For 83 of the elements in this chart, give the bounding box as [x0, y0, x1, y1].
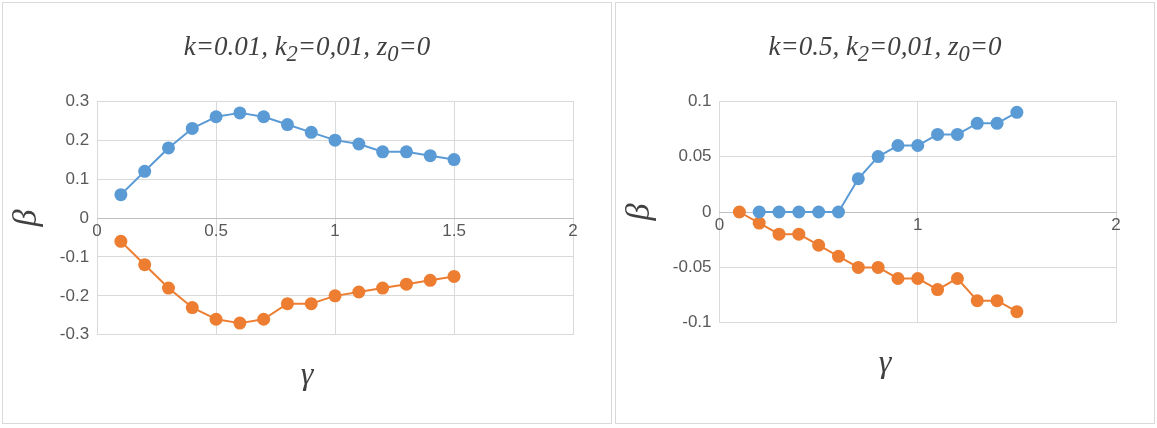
- point: [851, 260, 865, 274]
- point: [209, 312, 223, 326]
- point: [185, 301, 199, 315]
- point: [950, 271, 964, 285]
- point: [772, 205, 786, 219]
- point: [812, 205, 826, 219]
- point: [376, 145, 390, 159]
- point: [891, 271, 905, 285]
- point: [138, 258, 152, 272]
- point: [871, 260, 885, 274]
- point: [423, 273, 437, 287]
- y-tick-label: -0.2: [59, 285, 90, 305]
- y-tick-label: 0.1: [687, 90, 712, 110]
- point: [209, 110, 223, 124]
- point: [851, 172, 865, 186]
- x-tick-label: 1: [330, 220, 340, 240]
- point: [328, 289, 342, 303]
- y-tick-label: -0.05: [672, 257, 712, 277]
- y-tick-label: -0.3: [59, 324, 90, 344]
- point: [990, 294, 1004, 308]
- point: [257, 110, 271, 124]
- point: [970, 116, 984, 130]
- chart-title: k=0.5, k$_{2}$=0,01, z$_{0}$=0: [767, 31, 1003, 68]
- point: [831, 205, 845, 219]
- point: [114, 234, 128, 248]
- point: [304, 125, 318, 139]
- point: [792, 227, 806, 241]
- point: [114, 188, 128, 202]
- y-tick-label: 0.1: [65, 168, 90, 188]
- point: [161, 281, 175, 295]
- y-axis-title: β: [619, 203, 657, 222]
- point: [233, 106, 247, 120]
- point: [911, 271, 925, 285]
- point: [352, 137, 366, 151]
- point: [931, 127, 945, 141]
- point: [950, 127, 964, 141]
- point: [792, 205, 806, 219]
- point: [871, 150, 885, 164]
- x-axis-title: γ: [299, 355, 315, 392]
- chart-title: k=0.01, k$_{2}$=0,01, z$_{0}$=0: [182, 31, 432, 68]
- point: [1010, 105, 1024, 119]
- point: [447, 153, 461, 167]
- point: [280, 118, 294, 132]
- point: [399, 145, 413, 159]
- x-tick-label: 2: [1111, 214, 1121, 234]
- x-tick-label: 0: [714, 214, 725, 234]
- point: [233, 316, 247, 330]
- point: [423, 149, 437, 163]
- y-axis-title: β: [6, 209, 44, 228]
- point: [185, 121, 199, 135]
- x-tick-label: 2: [568, 220, 578, 240]
- y-tick-label: 0.2: [65, 129, 90, 149]
- point: [931, 283, 945, 297]
- point: [161, 141, 175, 155]
- point: [352, 285, 366, 299]
- point: [1010, 305, 1024, 319]
- point: [447, 269, 461, 283]
- point: [257, 312, 271, 326]
- y-tick-label: -0.1: [682, 312, 712, 332]
- point: [831, 249, 845, 263]
- point: [280, 297, 294, 311]
- point: [911, 139, 925, 153]
- point: [812, 238, 826, 252]
- point: [732, 205, 746, 219]
- point: [970, 294, 984, 308]
- point: [752, 216, 766, 230]
- point: [772, 227, 786, 241]
- point: [891, 139, 905, 153]
- y-tick-label: 0.3: [65, 90, 90, 110]
- x-tick-label: 1.5: [442, 220, 466, 240]
- y-tick-label: 0: [702, 201, 712, 221]
- y-tick-label: -0.1: [59, 246, 90, 266]
- point: [752, 205, 766, 219]
- point: [399, 277, 413, 291]
- point: [328, 133, 342, 147]
- point: [376, 281, 390, 295]
- point: [990, 116, 1004, 130]
- x-tick-label: 1: [913, 214, 923, 234]
- y-tick-label: 0.05: [678, 146, 712, 166]
- point: [138, 164, 152, 178]
- x-axis-title: γ: [877, 343, 893, 380]
- point: [304, 297, 318, 311]
- x-tick-label: 0.5: [204, 220, 228, 240]
